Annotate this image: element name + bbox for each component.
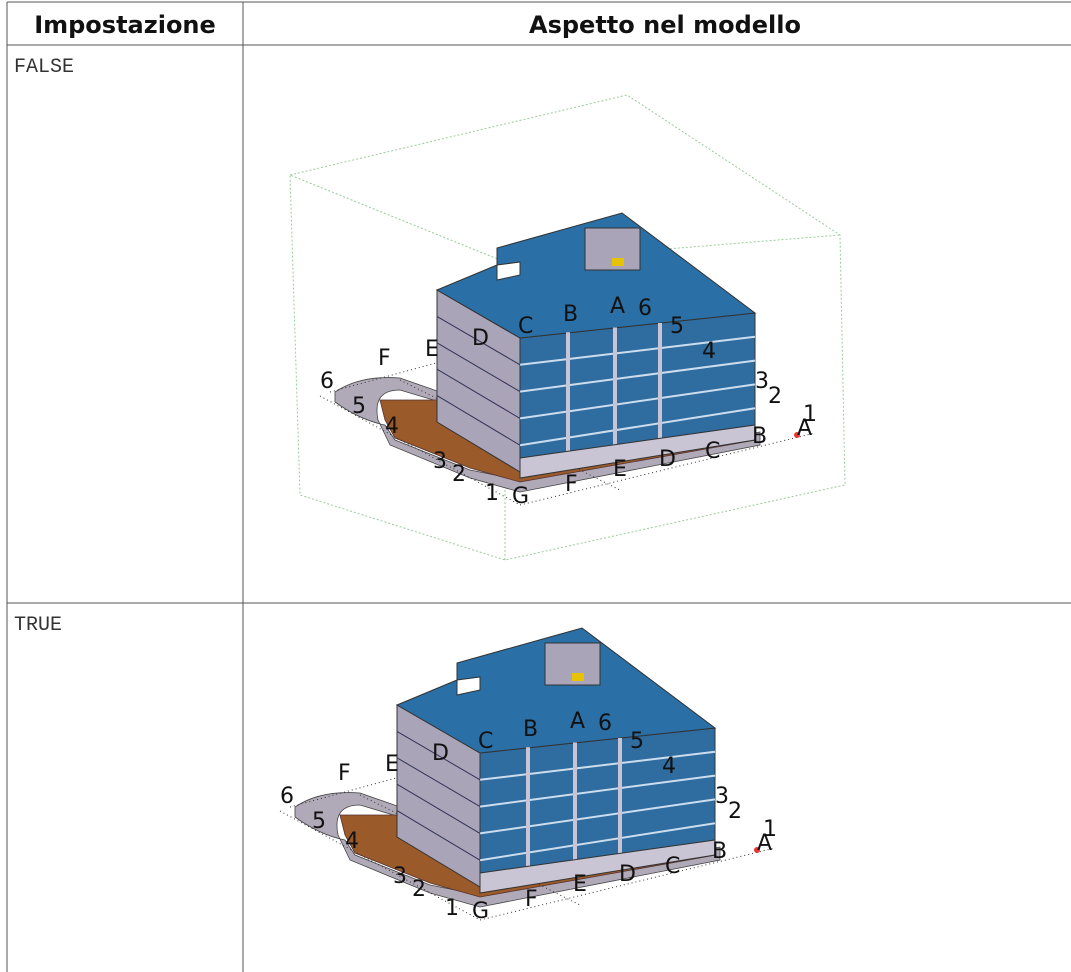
grid-label: D: [472, 326, 489, 351]
grid-label: E: [573, 872, 587, 897]
grid-label: 2: [452, 462, 466, 487]
grid-label: B: [563, 302, 578, 327]
grid-label: 5: [630, 729, 644, 754]
grid-label: B: [523, 717, 538, 742]
grid-label: G: [472, 899, 489, 924]
grid-label: G: [512, 484, 529, 509]
grid-label: 4: [385, 414, 399, 439]
grid-label: F: [565, 472, 578, 497]
floor-line: [396, 783, 481, 834]
roof-notch: [456, 676, 481, 696]
grid-label: 5: [352, 394, 366, 419]
floor-line: [436, 368, 521, 419]
grid-label: A: [757, 831, 772, 856]
grid-label: 2: [412, 877, 426, 902]
floor-line: [396, 757, 481, 808]
grid-label: D: [659, 447, 676, 472]
floor-line: [479, 774, 716, 808]
grid-label: 4: [345, 829, 359, 854]
grid-label: 4: [702, 339, 716, 364]
origin-mark: [754, 847, 760, 853]
floor-line: [436, 315, 521, 366]
grid-label: C: [665, 854, 680, 879]
base-wall: [334, 377, 761, 493]
origin-mark: [794, 432, 800, 438]
grid-label: D: [432, 741, 449, 766]
grid-label: A: [610, 294, 625, 319]
grid-label: 6: [320, 369, 334, 394]
grid-label: A: [797, 416, 812, 441]
grid-label: 1: [485, 481, 499, 506]
floor-line: [519, 335, 756, 366]
floor-line: [479, 750, 716, 781]
base-wall: [294, 792, 721, 908]
setting-value: FALSE: [14, 56, 74, 79]
grid-label: 2: [768, 384, 782, 409]
grid-label: C: [478, 729, 493, 754]
grid-label: F: [378, 346, 391, 371]
floor-line: [479, 822, 716, 862]
grid-label: 3: [755, 369, 769, 394]
grid-label: 6: [280, 784, 294, 809]
floor-line: [396, 730, 481, 781]
grid-label: C: [705, 439, 720, 464]
grid-label: 6: [638, 296, 652, 321]
grid-label: E: [613, 457, 627, 482]
grid-label: 3: [393, 864, 407, 889]
header-cell: Impostazione: [34, 11, 216, 39]
grid-label: E: [385, 752, 399, 777]
floor-line: [519, 383, 756, 420]
grid-label: 3: [715, 784, 729, 809]
grid-label: 5: [312, 809, 326, 834]
roof-notch: [496, 261, 521, 281]
bounding-box: [289, 94, 846, 561]
floor-line: [479, 798, 716, 835]
grid-label: 3: [433, 449, 447, 474]
grid-label: D: [619, 862, 636, 887]
grid-label: C: [518, 314, 533, 339]
grid-label: 1: [445, 896, 459, 921]
grid-label: 2: [728, 799, 742, 824]
setting-value: TRUE: [14, 614, 62, 637]
grid-label: A: [570, 709, 585, 734]
grid-label: 1: [803, 402, 817, 427]
floor-line: [396, 810, 481, 861]
grid-label: B: [712, 839, 727, 864]
floor-line: [519, 407, 756, 447]
grid-label: F: [525, 887, 538, 912]
penthouse-mark: [612, 258, 624, 266]
header-cell: Aspetto nel modello: [529, 11, 801, 39]
floor-line: [436, 395, 521, 446]
grid-label: F: [338, 761, 351, 786]
base-front: [479, 839, 716, 894]
grid-label: E: [425, 337, 439, 362]
grid-label: 1: [763, 817, 777, 842]
penthouse-mark: [572, 673, 584, 681]
floor-line: [436, 342, 521, 393]
table-borders: [6, 1, 1071, 972]
floor-line: [519, 359, 756, 393]
grid-label: B: [752, 424, 767, 449]
grid-label: 5: [670, 314, 684, 339]
grid-label: 6: [598, 711, 612, 736]
base-front: [519, 424, 756, 479]
grid-label: 4: [662, 754, 676, 779]
